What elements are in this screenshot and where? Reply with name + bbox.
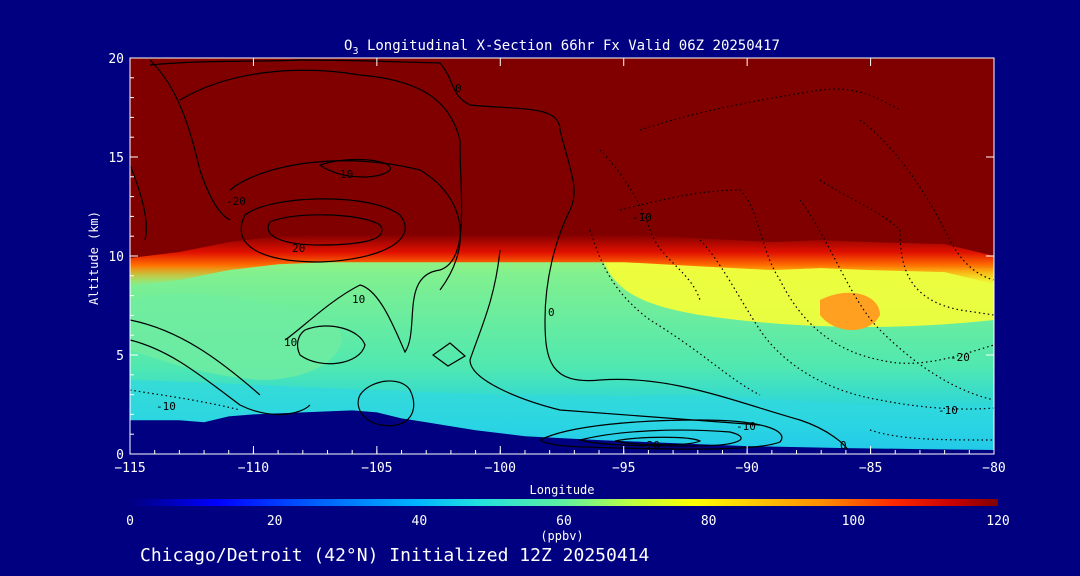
tropopause-gradient (130, 234, 994, 286)
contour-label: 10 (284, 336, 297, 349)
x-tick-label: −115 (114, 461, 145, 476)
footer-caption: Chicago/Detroit (42°N) Initialized 12Z 2… (140, 545, 649, 566)
dotted-contour-line (589, 229, 761, 396)
x-tick-label: −80 (982, 461, 1005, 476)
colorbar-tick-label: 60 (556, 514, 572, 529)
colorbar-tick-label: 40 (412, 514, 428, 529)
contour-line (130, 164, 147, 241)
dotted-contour-line (799, 199, 994, 401)
colorbar (130, 499, 998, 506)
ozone-field: 0 0 0 10 10 10 20 -10 -10 -10 -10 -20 -2… (130, 58, 994, 454)
contour-label: -10 (632, 211, 652, 224)
y-axis: 0 5 10 15 20 (108, 52, 994, 463)
solid-contours (130, 59, 849, 451)
contour-label: -20 (640, 439, 660, 452)
contour-line (577, 429, 742, 447)
contour-line (130, 319, 261, 396)
colorbar-tick-label: 120 (986, 514, 1009, 529)
colorbar-tick-label: 20 (267, 514, 283, 529)
dotted-contours (130, 88, 994, 441)
dotted-contour-line (130, 389, 241, 411)
y-tick-label: 20 (108, 52, 124, 67)
contour-line (538, 419, 783, 450)
contour-line (229, 160, 462, 291)
contour-labels: 0 0 0 10 10 10 20 -10 -10 -10 -10 -20 -2… (156, 82, 970, 452)
contour-label: -20 (226, 195, 246, 208)
colorbar-tick-label: 80 (701, 514, 717, 529)
contour-label: -10 (156, 400, 176, 413)
contour-label: -10 (938, 404, 958, 417)
contour-label: 0 (548, 306, 555, 319)
contour-label: 0 (840, 439, 847, 452)
contour-line-10 (179, 69, 463, 354)
dotted-contour-line (639, 88, 901, 131)
dotted-contour-line (819, 179, 994, 316)
chart-title: O3 Longitudinal X-Section 66hr Fx Valid … (344, 38, 780, 57)
x-tick-label: −90 (735, 461, 758, 476)
contour-line (296, 325, 366, 365)
stratospheric-region (130, 58, 994, 260)
contour-label: 0 (455, 82, 462, 95)
contour-line (240, 198, 406, 263)
contour-line (431, 342, 467, 367)
colorbar-unit-label: (ppbv) (540, 529, 583, 543)
contour-line-20b (614, 436, 702, 446)
colorbar-tick-label: 0 (126, 514, 134, 529)
contour-label: 20 (292, 242, 305, 255)
contour-line (357, 380, 415, 427)
x-tick-label: −105 (361, 461, 392, 476)
y-tick-label: 0 (116, 448, 124, 463)
x-axis-label: Longitude (529, 483, 594, 497)
y-tick-label: 5 (116, 349, 124, 364)
terrain-mask (130, 410, 994, 454)
x-tick-label: −95 (612, 461, 635, 476)
ozone-low-band (130, 293, 342, 380)
contour-line (149, 59, 231, 221)
x-axis: −115 −110 −105 −100 −95 −90 −85 −80 (114, 58, 1006, 476)
y-tick-label: 15 (108, 151, 124, 166)
contour-line (130, 339, 311, 416)
x-tick-label: −85 (859, 461, 882, 476)
y-axis-label: Altitude (km) (87, 211, 101, 305)
x-tick-label: −110 (238, 461, 269, 476)
dotted-contour-line (599, 149, 701, 301)
contour-label: 10 (352, 293, 365, 306)
x-tick-label: −100 (485, 461, 516, 476)
dotted-contour-line (859, 119, 994, 281)
contour-label: -10 (736, 420, 756, 433)
contour-line (318, 158, 391, 178)
y-tick-label: 10 (108, 250, 124, 265)
colorbar-tick-label: 100 (842, 514, 865, 529)
contour-label: -20 (950, 351, 970, 364)
contour-line (469, 249, 761, 426)
contour-line-0 (149, 59, 849, 451)
colorbar-ticks: 0 20 40 60 80 100 120 (126, 514, 1010, 529)
dotted-contour-line (619, 189, 994, 364)
dotted-contour-line (699, 239, 994, 410)
contour-line-20 (267, 214, 383, 246)
contour-label: 10 (340, 168, 353, 181)
ozone-maximum-patch (820, 292, 880, 330)
